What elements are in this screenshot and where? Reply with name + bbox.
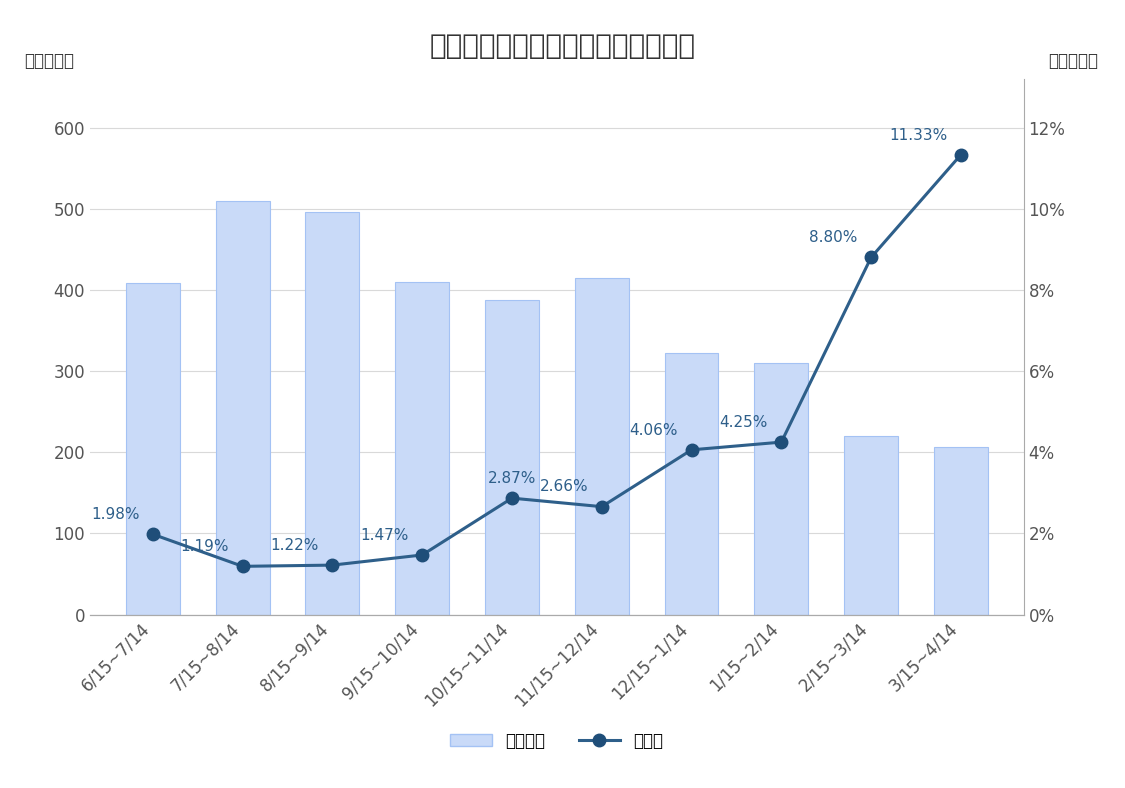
Bar <box>934 447 988 615</box>
Bar <box>755 363 808 615</box>
Text: 11.33%: 11.33% <box>889 128 947 143</box>
Text: 当クリニックでの抗体検査の陽性率: 当クリニックでの抗体検査の陽性率 <box>430 32 695 60</box>
Text: 8.80%: 8.80% <box>809 230 857 245</box>
Bar <box>665 353 719 615</box>
Text: 2.66%: 2.66% <box>540 479 588 495</box>
Bar <box>395 282 449 615</box>
Text: （陽性率）: （陽性率） <box>1048 52 1098 70</box>
Bar <box>575 277 629 615</box>
Text: （検査数）: （検査数） <box>25 52 74 70</box>
Bar <box>306 212 359 615</box>
Text: 1.98%: 1.98% <box>91 507 140 522</box>
Text: 4.06%: 4.06% <box>630 422 678 437</box>
Text: 1.47%: 1.47% <box>360 528 408 543</box>
Legend: 検査件数, 陽性例: 検査件数, 陽性例 <box>443 725 670 756</box>
Bar <box>485 300 539 615</box>
Bar <box>126 284 180 615</box>
Text: 2.87%: 2.87% <box>488 471 537 486</box>
Bar <box>844 436 898 615</box>
Bar <box>216 201 270 615</box>
Text: 4.25%: 4.25% <box>720 415 768 430</box>
Text: 1.22%: 1.22% <box>271 538 320 553</box>
Text: 1.19%: 1.19% <box>181 539 229 554</box>
